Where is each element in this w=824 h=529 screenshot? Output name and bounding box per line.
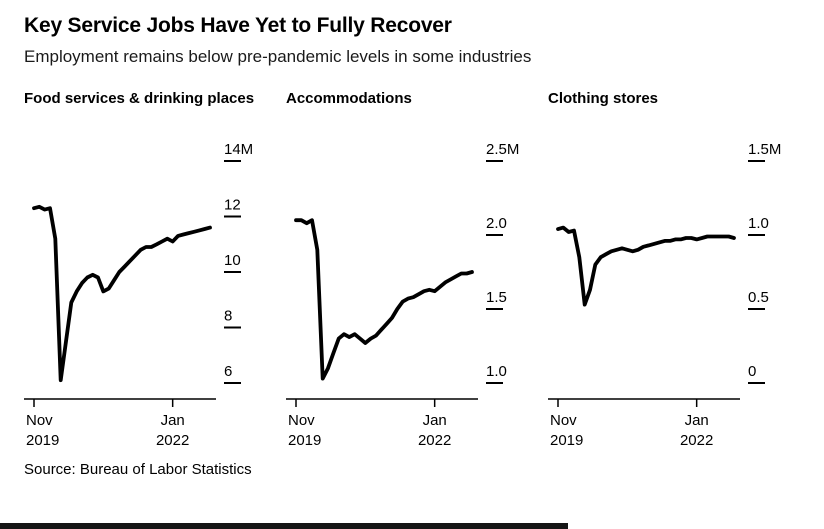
y-tick-label: 2.0 bbox=[486, 215, 507, 232]
x-tick-label-month: Jan bbox=[685, 412, 709, 429]
panel-title: Clothing stores bbox=[548, 90, 659, 107]
y-tick-label: 0 bbox=[748, 363, 756, 380]
line-chart: 0 0.5 1.0 1.5M Nov 2019 Jan 2022 bbox=[548, 141, 781, 449]
y-tick-label: 0.5 bbox=[748, 289, 769, 306]
y-tick-label: 1.0 bbox=[486, 363, 507, 380]
panel-accommodations: Accommodations 1.0 1.5 2.0 2.5M Nov 2019 Jan 20… bbox=[286, 89, 538, 455]
y-tick-label: 2.5M bbox=[486, 141, 519, 158]
x-tick-label-month: Jan bbox=[423, 412, 447, 429]
line-chart: 6 8 10 12 14M Nov 2019 Jan 2022 bbox=[24, 141, 253, 449]
source-note: Source: Bureau of Labor Statistics bbox=[24, 461, 252, 478]
x-tick-label-month: Nov bbox=[288, 412, 315, 429]
y-tick-label: 14M bbox=[224, 141, 253, 158]
data-line bbox=[294, 218, 474, 381]
y-tick-label: 10 bbox=[224, 252, 241, 269]
y-tick-label: 1.5M bbox=[748, 141, 781, 158]
x-tick-label-month: Nov bbox=[26, 412, 53, 429]
x-tick-label-year: 2022 bbox=[680, 432, 713, 449]
panel-food-services-drinking-places: Food services & drinking places 6 8 10 12 14… bbox=[24, 89, 276, 455]
x-tick-label-month: Jan bbox=[161, 412, 185, 429]
data-line bbox=[556, 225, 736, 307]
chart-subtitle: Employment remains below pre-pandemic le… bbox=[24, 47, 532, 66]
x-tick-label-year: 2019 bbox=[288, 432, 321, 449]
chart-title: Key Service Jobs Have Yet to Fully Recov… bbox=[24, 14, 452, 37]
x-tick-label-month: Nov bbox=[550, 412, 577, 429]
data-line bbox=[32, 204, 212, 383]
panel-title: Food services & drinking places bbox=[24, 90, 255, 107]
chart-panels: Food services & drinking places 6 8 10 12 14… bbox=[24, 89, 800, 455]
x-tick-label-year: 2022 bbox=[418, 432, 451, 449]
bottom-edge-bar bbox=[0, 523, 568, 529]
panel-clothing-stores: Clothing stores 0 0.5 1.0 1.5M Nov 2019 Jan 202… bbox=[548, 89, 800, 455]
plot-area: 6 8 10 12 14M Nov 2019 Jan 2022 bbox=[24, 133, 276, 455]
y-tick-label: 1.0 bbox=[748, 215, 769, 232]
panel-title: Accommodations bbox=[286, 90, 412, 107]
plot-area: 0 0.5 1.0 1.5M Nov 2019 Jan 2022 bbox=[548, 133, 800, 455]
x-tick-label-year: 2019 bbox=[550, 432, 583, 449]
y-tick-label: 8 bbox=[224, 308, 232, 325]
x-tick-label-year: 2019 bbox=[26, 432, 59, 449]
y-tick-label: 6 bbox=[224, 363, 232, 380]
plot-area: 1.0 1.5 2.0 2.5M Nov 2019 Jan 2022 bbox=[286, 133, 538, 455]
y-tick-label: 1.5 bbox=[486, 289, 507, 306]
y-tick-label: 12 bbox=[224, 197, 241, 214]
x-tick-label-year: 2022 bbox=[156, 432, 189, 449]
line-chart: 1.0 1.5 2.0 2.5M Nov 2019 Jan 2022 bbox=[286, 141, 519, 449]
